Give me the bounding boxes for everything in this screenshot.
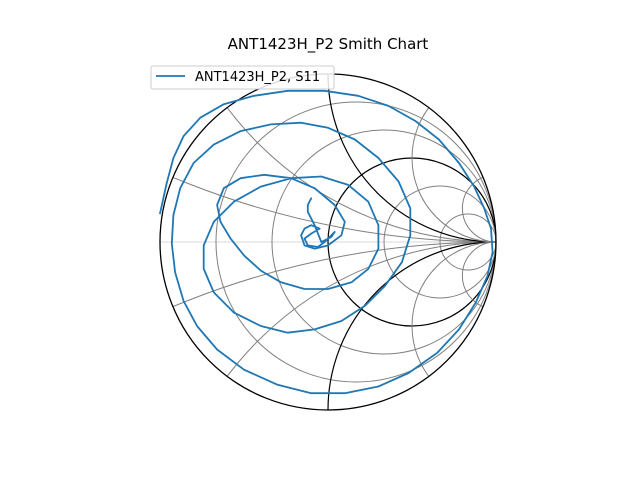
reactance-arc-x2 bbox=[411, 74, 496, 243]
series-line-0 bbox=[159, 89, 494, 395]
legend-label: ANT1423H_P2, S11 bbox=[195, 70, 320, 85]
reactance-arc-xneg2 bbox=[411, 241, 496, 410]
legend-frame bbox=[150, 65, 335, 90]
legend: ANT1423H_P2, S11 bbox=[150, 65, 335, 90]
s11-trace bbox=[159, 89, 494, 395]
resistance-circle-r2 bbox=[383, 185, 496, 299]
reactance-arc-xneg1 bbox=[327, 241, 496, 410]
resistance-circle-r5 bbox=[439, 213, 496, 271]
chart-title: ANT1423H_P2 Smith Chart bbox=[228, 35, 429, 54]
resistance-circle-r0p2 bbox=[215, 101, 496, 383]
reactance-arc-xneg0p2 bbox=[160, 241, 496, 410]
resistance-circle-r0p5 bbox=[271, 129, 496, 355]
